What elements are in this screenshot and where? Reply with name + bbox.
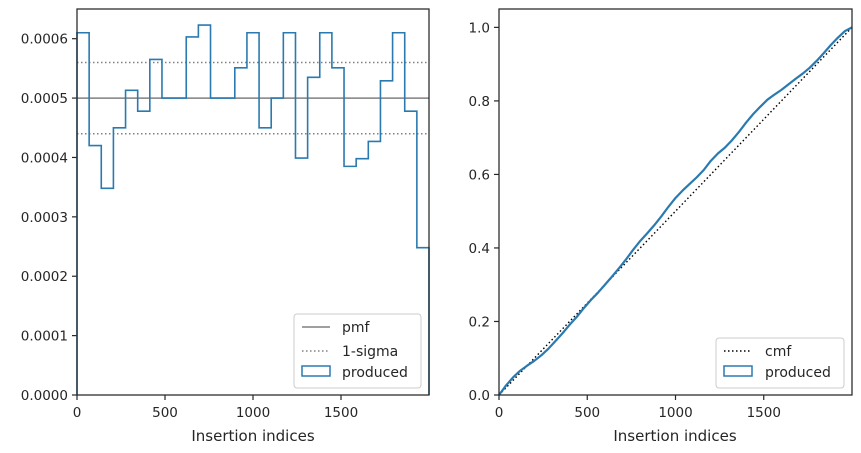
- right-y-tick-label: 1.0: [469, 20, 490, 36]
- right-x-axis-label: Insertion indices: [613, 427, 736, 445]
- legend-produced-label: produced: [342, 365, 408, 381]
- left-y-tick-label: 0.0002: [21, 269, 68, 285]
- right-plot-area: [499, 9, 852, 395]
- right-x-tick-label: 0: [495, 405, 504, 421]
- left-x-tick-label: 1000: [236, 405, 270, 421]
- left-y-tick-label: 0.0001: [21, 329, 68, 345]
- right-x-tick-label: 1500: [747, 405, 781, 421]
- left-y-tick-label: 0.0006: [21, 32, 68, 48]
- left-chart: 0 500 1000 1500 0.0000 0.0001 0.0002 0.0003 0.00…: [21, 8, 430, 445]
- right-marks: [498, 26, 853, 396]
- cmf-line: [498, 26, 853, 396]
- right-y-tick-label: 0.0: [469, 388, 490, 404]
- right-y-tick-label: 0.6: [469, 167, 490, 183]
- right-axes-frame: [498, 8, 853, 396]
- legend-produced2-label: produced: [765, 365, 831, 381]
- right-legend: cmf produced: [715, 337, 845, 389]
- legend-cmf-label: cmf: [765, 344, 792, 360]
- left-marks: [76, 24, 430, 395]
- left-y-tick-label: 0.0003: [21, 210, 68, 226]
- left-y-tick-label: 0.0004: [21, 150, 68, 166]
- left-y-tick-label: 0.0005: [21, 91, 68, 107]
- left-y-tick-label: 0.0000: [21, 388, 68, 404]
- legend-sigma-label: 1-sigma: [342, 344, 398, 360]
- left-axes-frame: [76, 8, 430, 396]
- right-y-tick-label: 0.4: [469, 241, 490, 257]
- left-legend-box: [293, 313, 422, 389]
- legend-pmf-label: pmf: [342, 320, 371, 336]
- legend-produced-swatch: [301, 365, 331, 377]
- left-x-axis-label: Insertion indices: [191, 427, 314, 445]
- right-chart: 0 500 1000 1500 0.0 0.2 0.4 0.6 0.8 1.0 Insertion…: [469, 8, 853, 445]
- right-x-tick-label: 500: [574, 405, 600, 421]
- produced-histogram-step: [76, 24, 430, 395]
- produced-cumulative-line: [498, 26, 853, 396]
- left-ticks: 0 500 1000 1500 0.0000 0.0001 0.0002 0.0003 0.00…: [21, 32, 358, 421]
- left-x-tick-label: 500: [152, 405, 178, 421]
- right-x-tick-label: 1000: [658, 405, 692, 421]
- right-y-tick-label: 0.2: [469, 314, 490, 330]
- left-legend: pmf 1-sigma produced: [293, 313, 422, 389]
- left-x-tick-label: 0: [73, 405, 82, 421]
- legend-produced2-swatch: [723, 365, 753, 377]
- left-x-tick-label: 1500: [324, 405, 358, 421]
- right-y-tick-label: 0.8: [469, 94, 490, 110]
- right-ticks: 0 500 1000 1500 0.0 0.2 0.4 0.6 0.8 1.0: [469, 20, 781, 421]
